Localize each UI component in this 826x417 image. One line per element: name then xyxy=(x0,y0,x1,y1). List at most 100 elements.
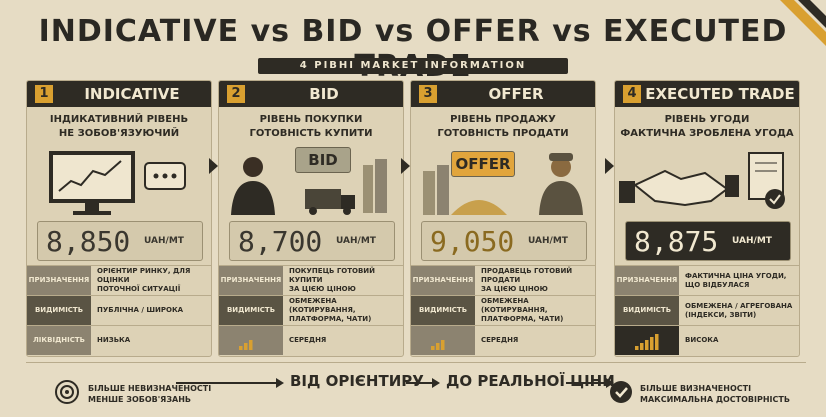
row-text: СЕРЕДНЯ xyxy=(481,326,593,355)
row-text-line: ВИСОКА xyxy=(685,336,797,345)
row-text: ВИСОКА xyxy=(685,326,797,355)
price-box: 8,850 UAH/MT xyxy=(37,221,203,261)
card-number: 2 xyxy=(227,85,245,103)
info-row: ВИДИМІСТЬОБМЕЖЕНА / АГРЕГОВАНА(ІНДЕКСИ, … xyxy=(615,295,799,325)
level-icon xyxy=(219,326,283,355)
check-icon xyxy=(608,379,634,405)
price-unit: UAH/MT xyxy=(732,236,772,246)
price-unit: UAH/MT xyxy=(144,236,184,246)
card-arrow xyxy=(209,158,218,174)
illustration xyxy=(615,145,799,217)
row-text: ФАКТИЧНА ЦІНА УГОДИ,ЩО ВІДБУЛАСЯ xyxy=(685,266,797,295)
price-box: 9,050 UAH/MT xyxy=(421,221,587,261)
row-text: ОБМЕЖЕНА (КОТИРУВАННЯ,ПЛАТФОРМА, ЧАТИ) xyxy=(289,296,401,325)
footer-right-line: БІЛЬШЕ ВИЗНАЧЕНОСТІ xyxy=(640,383,790,394)
info-row: ПРИЗНАЧЕННЯФАКТИЧНА ЦІНА УГОДИ,ЩО ВІДБУЛ… xyxy=(615,265,799,295)
price-value: 8,700 xyxy=(238,225,322,258)
row-label: ВИДИМІСТЬ xyxy=(27,296,91,325)
row-text: ОБМЕЖЕНА (КОТИРУВАННЯ,ПЛАТФОРМА, ЧАТИ) xyxy=(481,296,593,325)
card-number: 3 xyxy=(419,85,437,103)
card-title: EXECUTED TRADE xyxy=(645,81,795,107)
row-text: ОРІЄНТИР РИНКУ, ДЛЯ ОЦІНКИПОТОЧНОЇ СИТУА… xyxy=(97,266,209,295)
row-text-line: ЩО ВІДБУЛАСЯ xyxy=(685,281,797,290)
row-text-line: (ІНДЕКСИ, ЗВІТИ) xyxy=(685,311,797,320)
description-line: НЕ ЗОБОВ'ЯЗУЮЧИЙ xyxy=(27,127,211,141)
card-description: РІВЕНЬ ПОКУПКИГОТОВНІСТЬ КУПИТИ xyxy=(219,113,403,141)
row-text: ОБМЕЖЕНА / АГРЕГОВАНА(ІНДЕКСИ, ЗВІТИ) xyxy=(685,296,797,325)
row-text-line: СЕРЕДНЯ xyxy=(481,336,593,345)
badge: OFFER xyxy=(451,151,515,177)
footer-from: ВІД ОРІЄНТИРУ xyxy=(290,372,424,390)
badge: BID xyxy=(295,147,351,173)
row-label: ПРИЗНАЧЕННЯ xyxy=(615,266,679,295)
row-text-line: ОБМЕЖЕНА (КОТИРУВАННЯ, xyxy=(481,297,593,315)
illustration xyxy=(27,145,211,217)
footer-right-line: МАКСИМАЛЬНА ДОСТОВІРНІСТЬ xyxy=(640,394,790,405)
card-title: BID xyxy=(249,81,399,107)
row-label: ВИДИМІСТЬ xyxy=(219,296,283,325)
card-title: INDICATIVE xyxy=(57,81,207,107)
price-unit: UAH/MT xyxy=(528,236,568,246)
level-icon xyxy=(411,326,475,355)
row-label: ПРИЗНАЧЕННЯ xyxy=(27,266,91,295)
row-text-line: ПОТОЧНОЇ СИТУАЦІЇ xyxy=(97,285,209,294)
info-row: ВИСОКА xyxy=(615,325,799,355)
row-text-line: ПРОДАВЕЦЬ ГОТОВИЙ ПРОДАТИ xyxy=(481,267,593,285)
description-line: ФАКТИЧНА ЗРОБЛЕНА УГОДА xyxy=(615,127,799,141)
row-label: ПРИЗНАЧЕННЯ xyxy=(219,266,283,295)
subtitle: 4 РІВНІ MARKET INFORMATION xyxy=(258,58,568,74)
row-text-line: ЗА ЦІЄЮ ЦІНОЮ xyxy=(289,285,401,294)
price-box: 8,700 UAH/MT xyxy=(229,221,395,261)
page: INDICATIVE vs BID vs OFFER vs EXECUTED T… xyxy=(0,0,826,417)
price-value: 8,850 xyxy=(46,225,130,258)
row-text: ПОКУПЕЦЬ ГОТОВИЙ КУПИТИЗА ЦІЄЮ ЦІНОЮ xyxy=(289,266,401,295)
row-label: ВИДИМІСТЬ xyxy=(615,296,679,325)
footer-to: ДО РЕАЛЬНОЇ ЦІНИ xyxy=(446,372,615,390)
price-value: 9,050 xyxy=(430,225,514,258)
footer-left-line: МЕНШЕ ЗОБОВ'ЯЗАНЬ xyxy=(88,394,211,405)
row-text-line: СЕРЕДНЯ xyxy=(289,336,401,345)
row-text-line: ПЛАТФОРМА, ЧАТИ) xyxy=(481,315,593,324)
level-icon xyxy=(615,326,679,355)
card-arrow xyxy=(605,158,614,174)
row-label: ПРИЗНАЧЕННЯ xyxy=(411,266,475,295)
row-text: СЕРЕДНЯ xyxy=(289,326,401,355)
row-text-line: ПОКУПЕЦЬ ГОТОВИЙ КУПИТИ xyxy=(289,267,401,285)
row-text-line: ЗА ЦІЄЮ ЦІНОЮ xyxy=(481,285,593,294)
row-text-line: НИЗЬКА xyxy=(97,336,209,345)
row-text-line: ПЛАТФОРМА, ЧАТИ) xyxy=(289,315,401,324)
description-line: РІВЕНЬ УГОДИ xyxy=(615,113,799,127)
row-label: ВИДИМІСТЬ xyxy=(411,296,475,325)
price-box: 8,875 UAH/MT xyxy=(625,221,791,261)
card-description: РІВЕНЬ ПРОДАЖУГОТОВНІСТЬ ПРОДАТИ xyxy=(411,113,595,141)
price-value: 8,875 xyxy=(634,225,718,258)
info-row: ЛІКВІДНІСТЬ НИЗЬКА xyxy=(27,325,211,355)
row-label: ЛІКВІДНІСТЬ xyxy=(27,326,91,355)
description-line: ГОТОВНІСТЬ КУПИТИ xyxy=(219,127,403,141)
description-line: РІВЕНЬ ПРОДАЖУ xyxy=(411,113,595,127)
target-icon xyxy=(54,379,80,405)
card-number: 4 xyxy=(623,85,641,103)
description-line: ІНДИКАТИВНИЙ РІВЕНЬ xyxy=(27,113,211,127)
price-unit: UAH/MT xyxy=(336,236,376,246)
info-row: СЕРЕДНЯ xyxy=(219,325,403,355)
card-number: 1 xyxy=(35,85,53,103)
row-text-line: ОБМЕЖЕНА (КОТИРУВАННЯ, xyxy=(289,297,401,315)
